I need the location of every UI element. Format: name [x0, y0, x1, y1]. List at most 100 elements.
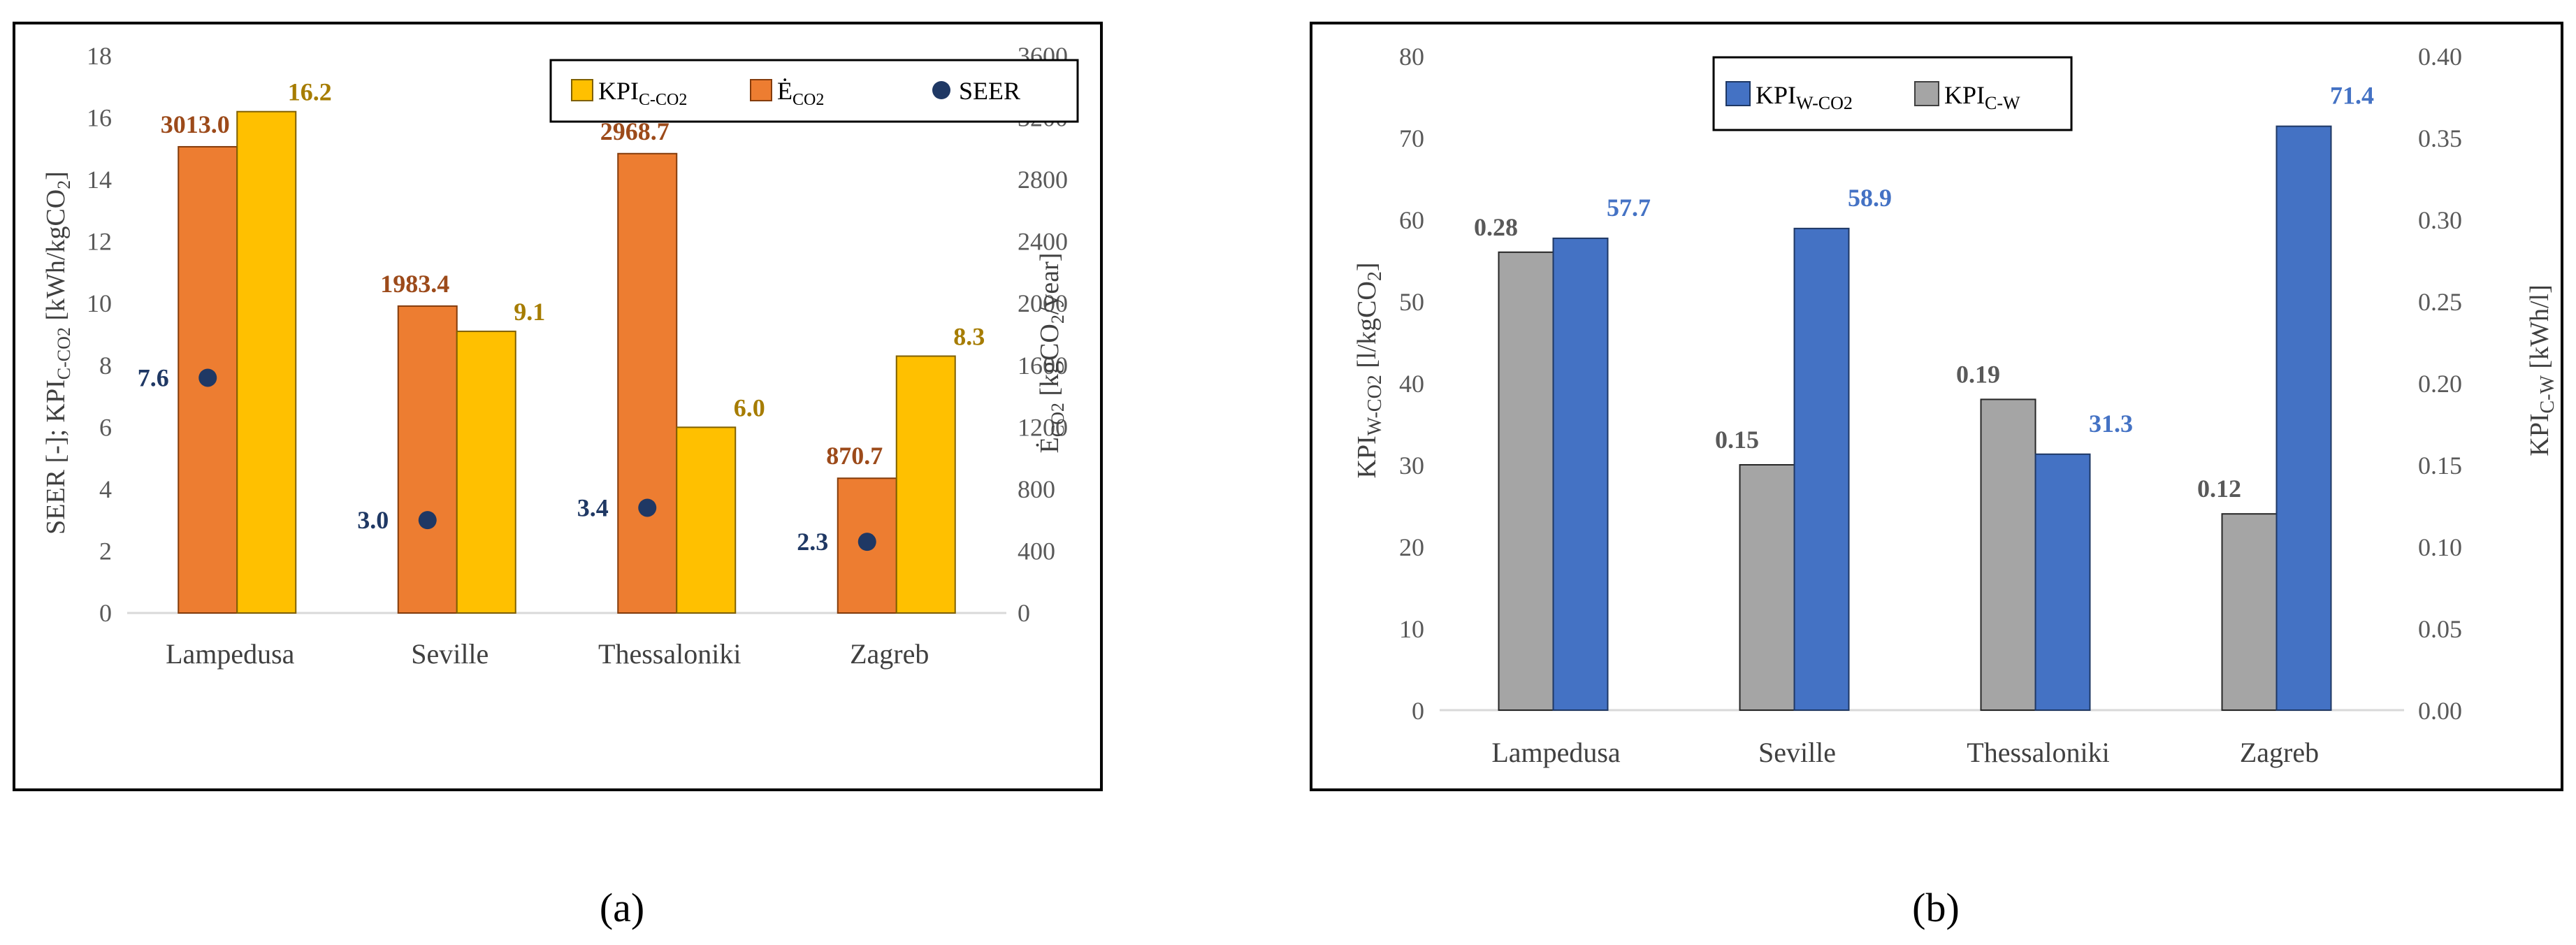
chart-a-y-tick-label: 6 — [99, 413, 112, 441]
legend-seer-marker — [932, 81, 950, 99]
seer-data-label: 3.4 — [577, 493, 609, 521]
chart-a-category-label: Zagreb — [850, 638, 929, 670]
kpi-c-co2-data-label: 6.0 — [734, 394, 765, 421]
chart-b-category-label: Thessaloniki — [1967, 737, 2109, 768]
chart-a-y-axis-title: SEER [-]; KPIC-CO2 [kWh/kgCO2] — [41, 171, 74, 535]
legend-kpi-w-co2-swatch — [1725, 81, 1751, 106]
chart-b-y2-tick-label: 0.20 — [2418, 370, 2462, 398]
chart-b-y-axis-title: KPIW-CO2 [l/kgCO2] — [1352, 262, 1386, 478]
kpi-w-co2-bar — [1552, 237, 1609, 712]
chart-a-y2-tick-label: 2400 — [1018, 228, 1068, 256]
chart-b-y2-tick-label: 0.40 — [2418, 43, 2462, 71]
chart-a-y2-tick-label: 800 — [1018, 475, 1055, 503]
chart-a-legend-box — [549, 59, 1079, 123]
kpi-w-co2-bar — [1793, 227, 1850, 711]
chart-b-y2-tick-label: 0.05 — [2418, 615, 2462, 643]
chart-a-y-tick-label: 14 — [87, 166, 112, 194]
kpi-c-co2-bar — [895, 355, 956, 614]
chart-b-y-tick-label: 50 — [1399, 288, 1424, 316]
chart-a-y-tick-label: 10 — [87, 289, 112, 317]
seer-point — [418, 511, 437, 530]
chart-a-category-label: Thessaloniki — [598, 638, 741, 670]
chart-b-y2-axis-title: KPIC-W [kWh/l] — [2525, 284, 2559, 456]
panel-a-caption: (a) — [600, 885, 644, 930]
chart-b-data-labels: 0.28 57.7 0.15 58.9 0.19 31.3 0.12 71.4 — [1474, 82, 2374, 503]
legend-kpi-c-co2-label: KPIC-CO2 — [598, 77, 687, 109]
chart-a-category-label: Seville — [411, 638, 489, 670]
chart-b-legend-box — [1712, 56, 2073, 131]
chart-b-y-tick-label: 0 — [1412, 697, 1424, 725]
chart-a-y-tick-label: 8 — [99, 352, 112, 380]
chart-b-y2-tick-label: 0.10 — [2418, 533, 2462, 561]
panel-b-caption: (b) — [1912, 885, 1960, 930]
legend-kpi-c-w-label: KPIC-W — [1944, 81, 2020, 113]
chart-a-y2-axis-title: ĖCO2 [kgCO2/year] — [1035, 253, 1068, 454]
chart-b-category-label: Lampedusa — [1491, 737, 1621, 768]
chart-a-y-tick-label: 16 — [87, 104, 112, 132]
chart-a-y-tick-label: 2 — [99, 537, 112, 565]
chart-b-ticks: 0 10 20 30 40 50 60 70 80 0.00 0.05 0.10 0.15 0.20 0.2… — [1399, 43, 2462, 768]
kpi-w-co2-data-label: 57.7 — [1607, 194, 1651, 222]
e-co2-bar — [397, 305, 458, 614]
chart-a-y2-tick-label: 0 — [1018, 599, 1030, 627]
chart-b-y2-tick-label: 0.35 — [2418, 124, 2462, 152]
e-co2-data-label: 870.7 — [826, 442, 883, 470]
seer-data-label: 7.6 — [138, 363, 169, 391]
chart-a-y2-tick-label: 2800 — [1018, 166, 1068, 194]
legend-kpi-w-co2-label: KPIW-CO2 — [1756, 81, 1853, 113]
chart-b-y-tick-label: 40 — [1399, 370, 1424, 398]
chart-b-legend: KPIW-CO2 KPIC-W — [1712, 56, 2073, 131]
chart-a-y2-tick-label: 1600 — [1018, 352, 1068, 380]
chart-b-y2-tick-label: 0.30 — [2418, 206, 2462, 234]
seer-data-label: 2.3 — [797, 528, 828, 556]
chart-a-y2-tick-label: 2000 — [1018, 289, 1068, 317]
chart-a-marks — [178, 110, 956, 614]
legend-kpi-c-co2-swatch — [571, 79, 593, 101]
kpi-c-co2-data-label: 16.2 — [288, 78, 332, 106]
e-co2-data-label: 1983.4 — [380, 270, 449, 298]
seer-data-label: 3.0 — [357, 506, 389, 534]
chart-b-y-tick-label: 20 — [1399, 533, 1424, 561]
kpi-c-co2-bar — [236, 110, 297, 614]
chart-b-y2-tick-label: 0.25 — [2418, 288, 2462, 316]
chart-b-category-label: Zagreb — [2240, 737, 2319, 768]
chart-a-data-labels: 3013.016.27.61983.49.13.02968.76.03.4870… — [138, 78, 985, 556]
legend-kpi-c-w-swatch — [1914, 81, 1939, 106]
chart-a-category-label: Lampedusa — [166, 638, 295, 670]
chart-b-y-tick-label: 60 — [1399, 206, 1424, 234]
chart-b-y-tick-label: 10 — [1399, 615, 1424, 643]
kpi-c-w-bar — [2221, 513, 2278, 711]
chart-a-y2-tick-label: 1200 — [1018, 413, 1068, 441]
chart-b-y-tick-label: 80 — [1399, 43, 1424, 71]
legend-e-co2-label: ĖCO2 — [777, 77, 824, 109]
chart-b-category-label: Seville — [1758, 737, 1836, 768]
kpi-c-w-bar — [1498, 251, 1554, 711]
chart-b-y-tick-label: 30 — [1399, 452, 1424, 479]
kpi-c-w-bar — [1739, 464, 1795, 711]
kpi-w-co2-data-label: 58.9 — [1848, 184, 1892, 212]
e-co2-bar — [617, 152, 678, 614]
kpi-w-co2-data-label: 31.3 — [2089, 410, 2133, 438]
chart-b-y2-tick-label: 0.00 — [2418, 697, 2462, 725]
kpi-c-w-data-label: 0.28 — [1474, 213, 1518, 241]
kpi-c-w-bar — [1980, 398, 2036, 712]
kpi-c-co2-data-label: 9.1 — [514, 298, 545, 326]
kpi-c-co2-data-label: 8.3 — [953, 322, 985, 350]
chart-a-y-tick-label: 0 — [99, 599, 112, 627]
legend-seer-label: SEER — [959, 77, 1020, 105]
kpi-w-co2-bar — [2034, 453, 2091, 711]
kpi-c-w-data-label: 0.12 — [2197, 475, 2241, 503]
kpi-w-co2-bar — [2275, 125, 2332, 711]
chart-b-y2-tick-label: 0.15 — [2418, 452, 2462, 479]
chart-a-legend: KPIC-CO2 ĖCO2 SEER — [549, 59, 1079, 123]
seer-point — [858, 533, 876, 551]
chart-a-y2-tick-label: 400 — [1018, 537, 1055, 565]
kpi-c-co2-bar — [676, 426, 737, 614]
chart-b-marks — [1498, 125, 2332, 712]
legend-e-co2-swatch — [750, 79, 772, 101]
kpi-c-co2-bar — [456, 331, 516, 614]
e-co2-data-label: 3013.0 — [161, 110, 230, 138]
kpi-c-w-data-label: 0.15 — [1715, 426, 1759, 454]
chart-a-y-tick-label: 12 — [87, 228, 112, 256]
